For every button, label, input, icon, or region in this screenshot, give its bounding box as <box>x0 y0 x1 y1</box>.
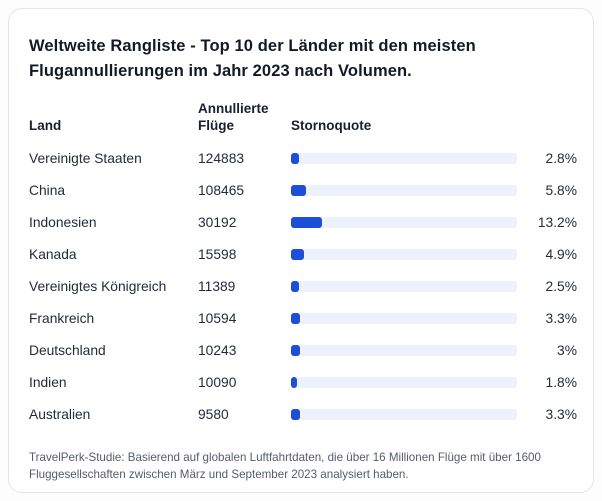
country-label: Vereinigtes Königreich <box>29 278 167 294</box>
rate-bar-fill <box>291 376 297 388</box>
country-label: Indien <box>29 374 67 390</box>
rate-bar-track <box>291 280 517 292</box>
cancelled-value: 124883 <box>198 150 245 166</box>
rate-bar-fill <box>291 312 301 324</box>
rate-value: 3.3% <box>545 310 577 326</box>
country-label: Frankreich <box>29 310 95 326</box>
rate-bar-fill <box>291 184 306 196</box>
rate-bar-track <box>291 216 517 228</box>
cancelled-value: 11389 <box>198 278 236 294</box>
rate-bar-fill <box>291 408 301 420</box>
cancelled-value: 15598 <box>198 246 237 262</box>
rate-bar-fill <box>291 344 300 356</box>
table-row: Vereinigtes Königreich 11389 2.5% <box>29 270 577 302</box>
table-row: Indonesien 30192 13.2% <box>29 206 577 238</box>
rate-bar-track <box>291 376 517 388</box>
rate-bar-fill <box>291 248 304 260</box>
cancelled-value: 9580 <box>198 406 229 422</box>
rate-bar-fill <box>291 216 323 228</box>
column-header-cancelled-flights: Annullierte Flüge <box>198 101 269 133</box>
cancelled-value: 10594 <box>198 310 237 326</box>
rate-value: 4.9% <box>545 246 577 262</box>
table-header-row: Land Annullierte Flüge Stornoquote <box>29 100 577 134</box>
rate-bar-track <box>291 248 517 260</box>
rate-bar-fill <box>291 280 299 292</box>
table-row: Australien 9580 3.3% <box>29 398 577 430</box>
source-footnote: TravelPerk-Studie: Basierend auf globale… <box>29 451 541 481</box>
chart-title: Weltweite Rangliste - Top 10 der Länder … <box>29 37 476 80</box>
table-row: Indien 10090 1.8% <box>29 366 577 398</box>
rate-value: 13.2% <box>537 214 577 230</box>
column-header-cancellation-rate: Stornoquote <box>291 118 372 133</box>
country-label: China <box>29 182 66 198</box>
rate-value: 2.5% <box>545 278 577 294</box>
cancelled-value: 10243 <box>198 342 237 358</box>
column-header-country: Land <box>29 118 62 133</box>
table-row: China 108465 5.8% <box>29 174 577 206</box>
rate-value: 3.3% <box>545 406 577 422</box>
country-label: Vereinigte Staaten <box>29 150 142 166</box>
country-label: Australien <box>29 406 91 422</box>
table-row: Deutschland 10243 3% <box>29 334 577 366</box>
table-row: Frankreich 10594 3.3% <box>29 302 577 334</box>
rate-value: 5.8% <box>545 182 577 198</box>
country-label: Kanada <box>29 246 77 262</box>
cancelled-value: 30192 <box>198 214 237 230</box>
country-label: Indonesien <box>29 214 97 230</box>
rate-bar-track <box>291 312 517 324</box>
country-label: Deutschland <box>29 342 106 358</box>
rate-value: 2.8% <box>545 150 577 166</box>
rate-bar-track <box>291 344 517 356</box>
rate-bar-track <box>291 152 517 164</box>
cancelled-value: 10090 <box>198 374 237 390</box>
rate-bar-track <box>291 184 517 196</box>
table-row: Vereinigte Staaten 124883 2.8% <box>29 142 577 174</box>
rate-bar-fill <box>291 152 300 164</box>
rate-value: 1.8% <box>545 374 577 390</box>
cancelled-value: 108465 <box>198 182 245 198</box>
table-body: Vereinigte Staaten 124883 2.8% China 108… <box>29 142 577 430</box>
rate-value: 3% <box>557 342 577 358</box>
table-row: Kanada 15598 4.9% <box>29 238 577 270</box>
ranking-card: Weltweite Rangliste - Top 10 der Länder … <box>8 8 594 493</box>
rate-bar-track <box>291 408 517 420</box>
